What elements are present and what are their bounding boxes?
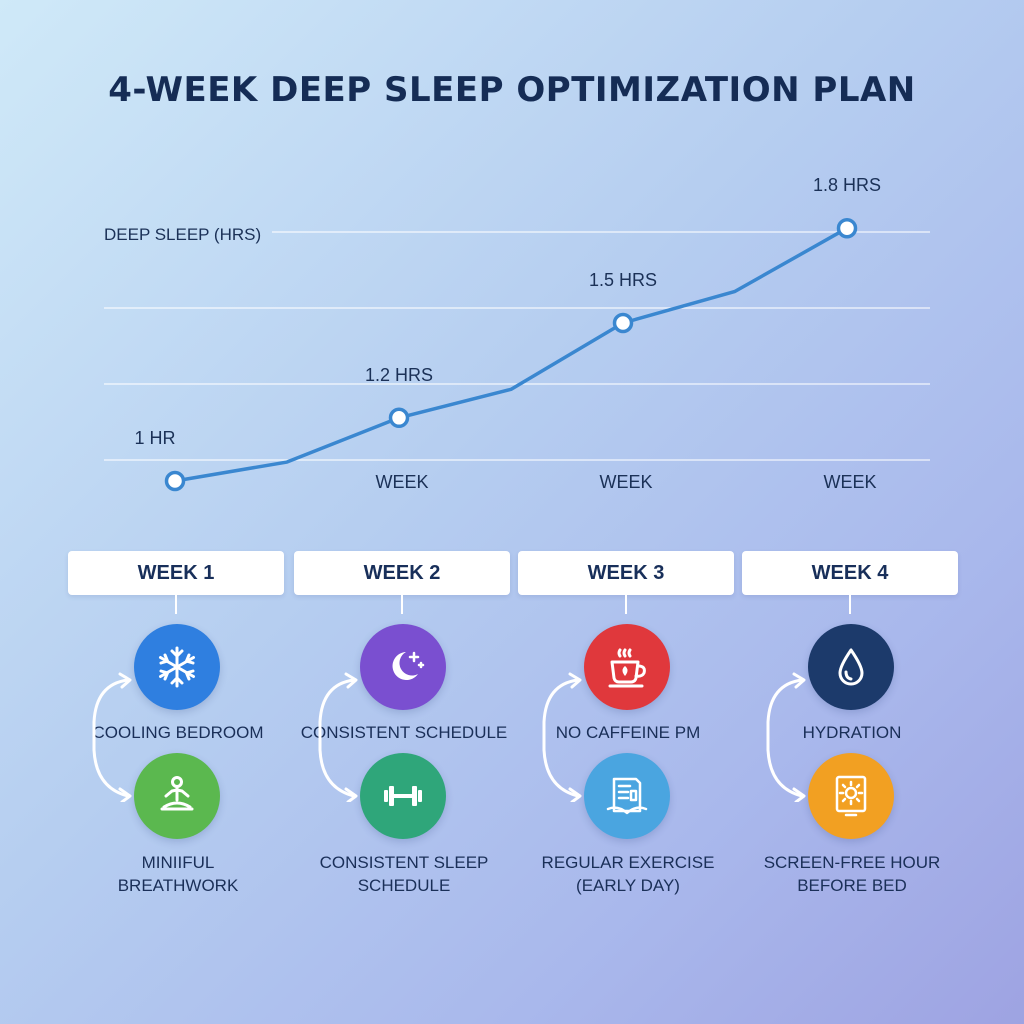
week-4-bottom-label: SCREEN-FREE HOUR BEFORE BED: [742, 851, 962, 897]
connector-line: [401, 595, 403, 614]
moon-stars-icon: [360, 624, 446, 710]
week-card-2: WEEK 2: [294, 551, 510, 595]
connector-line: [625, 595, 627, 614]
week-1-bottom-label-line: BREATHWORK: [117, 876, 239, 895]
week-3-bottom-label-line: (EARLY DAY): [576, 876, 680, 895]
data-point: [388, 407, 410, 429]
cycle-arrow-icon: [766, 672, 806, 802]
page-title: 4-WEEK DEEP SLEEP OPTIMIZATION PLAN: [108, 70, 916, 110]
data-point: [612, 312, 634, 334]
week-card-3: WEEK 3: [518, 551, 734, 595]
x-tick-label: WEEK: [823, 472, 876, 492]
book-icon: [584, 753, 670, 839]
x-tick-label: WEEK: [599, 472, 652, 492]
week-3-bottom-label: REGULAR EXERCISE (EARLY DAY): [518, 851, 738, 897]
data-label: 1.2 HRS: [365, 365, 433, 385]
data-point: [164, 470, 186, 492]
data-point: [836, 217, 858, 239]
week-2-top-label: CONSISTENT SCHEDULE: [300, 723, 508, 742]
data-label: 1.5 HRS: [589, 270, 657, 290]
cycle-arrow-icon: [318, 672, 358, 802]
week-2-bottom-label-line: SCHEDULE: [357, 876, 451, 895]
week-1-bottom-label: MINIIFUL BREATHWORK: [68, 851, 288, 897]
screen-sun-icon: [808, 753, 894, 839]
tea-cup-icon: [584, 624, 670, 710]
week-3-bottom-label-line: REGULAR EXERCISE: [541, 853, 715, 872]
week-1-bottom-label-line: MINIIFUL: [141, 853, 215, 872]
week-2-bottom-label: CONSISTENT SLEEP SCHEDULE: [294, 851, 514, 897]
dumbbell-icon: [360, 753, 446, 839]
week-3-top-label: NO CAFFEINE PM: [555, 723, 701, 742]
data-label: 1 HR: [134, 428, 175, 448]
snowflake-icon: [134, 624, 220, 710]
week-1-top-label: COOLING BEDROOM: [92, 723, 264, 742]
meditation-icon: [134, 753, 220, 839]
cycle-arrow-icon: [542, 672, 582, 802]
y-axis-label: DEEP SLEEP (HRS): [104, 225, 261, 244]
week-4-top-label: HYDRATION: [802, 723, 902, 742]
connector-line: [175, 595, 177, 614]
connector-line: [849, 595, 851, 614]
x-tick-label: WEEK: [375, 472, 428, 492]
week-2-bottom-label-line: CONSISTENT SLEEP: [319, 853, 489, 872]
cycle-arrow-icon: [92, 672, 132, 802]
line-chart: DEEP SLEEP (HRS) 1 HR 1.2 HRS 1.5 HRS 1.8 HR…: [104, 175, 882, 492]
data-label: 1.8 HRS: [813, 175, 881, 195]
water-drop-icon: [808, 624, 894, 710]
series-line: [173, 226, 849, 483]
week-4-bottom-label-line: SCREEN-FREE HOUR: [763, 853, 941, 872]
week-4-bottom-label-line: BEFORE BED: [797, 876, 907, 895]
week-card-4: WEEK 4: [742, 551, 958, 595]
week-card-1: WEEK 1: [68, 551, 284, 595]
